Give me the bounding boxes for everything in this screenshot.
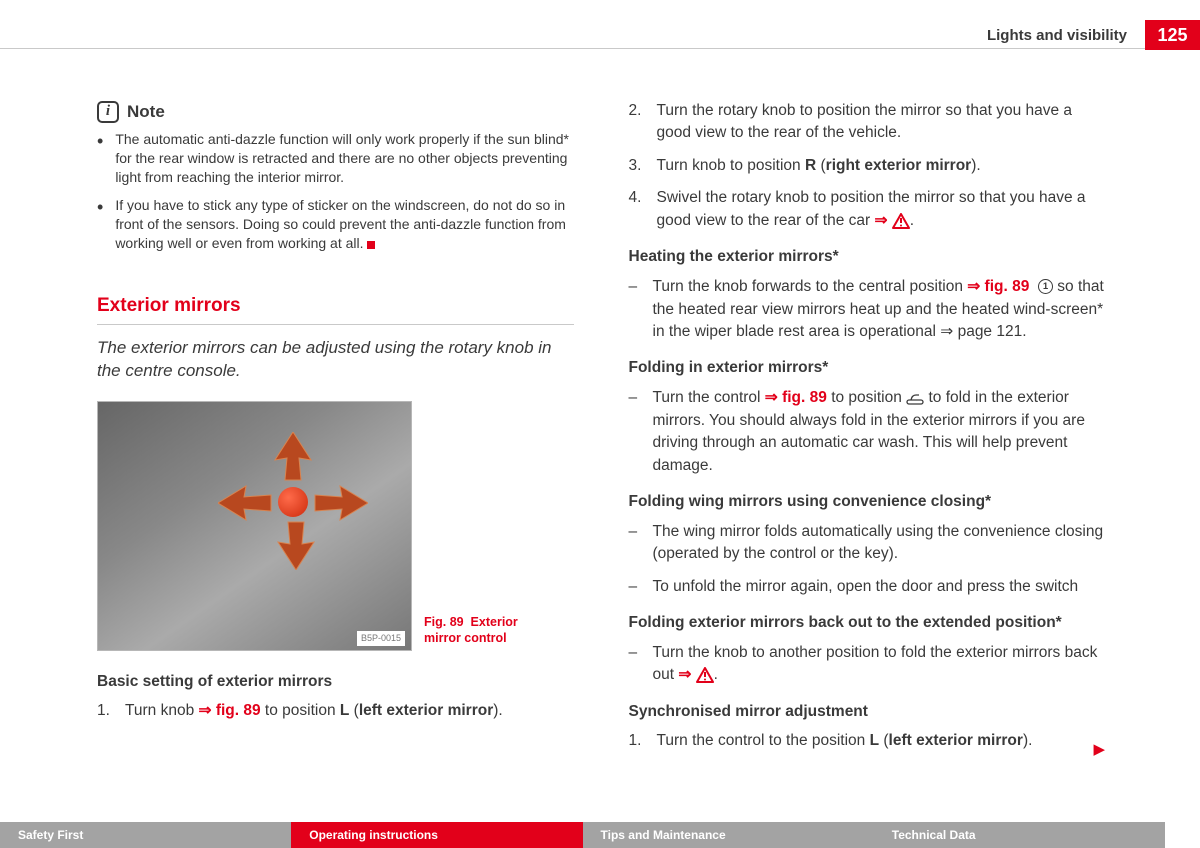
arrow-left-icon (218, 484, 273, 522)
item-number: 2. (629, 100, 645, 145)
callout-1-icon: 1 (1038, 279, 1053, 294)
mirror-fold-icon (906, 392, 924, 405)
item-text: Turn the control ⇒ fig. 89 to position t… (653, 387, 1106, 477)
continue-icon: ▶ (1093, 740, 1105, 758)
item-text: Turn the control to the position L (left… (657, 730, 1033, 752)
item-text: Turn knob ⇒ fig. 89 to position L (left … (125, 700, 503, 722)
heating-heading: Heating the exterior mirrors* (629, 246, 1106, 268)
footer-safety[interactable]: Safety First (0, 822, 291, 848)
figure-image: B5P-0015 (97, 401, 412, 651)
list-item: – Turn the knob to another position to f… (629, 642, 1106, 687)
footer-operating[interactable]: Operating instructions (291, 822, 582, 848)
item-number: 4. (629, 187, 645, 232)
dash-icon: – (629, 642, 641, 687)
footer-tech[interactable]: Technical Data (874, 822, 1165, 848)
folding-out-heading: Folding exterior mirrors back out to the… (629, 612, 1106, 634)
section-subtitle: The exterior mirrors can be adjusted usi… (97, 337, 574, 383)
page-content: i Note • The automatic anti-dazzle funct… (97, 100, 1105, 763)
note-bullet: • If you have to stick any type of stick… (97, 196, 574, 253)
item-text: To unfold the mirror again, open the doo… (653, 576, 1079, 598)
item-text: Swivel the rotary knob to position the m… (657, 187, 1106, 232)
warning-icon (892, 213, 910, 229)
right-column: 2. Turn the rotary knob to position the … (629, 100, 1106, 763)
list-item: – The wing mirror folds automatically us… (629, 521, 1106, 566)
list-item: – Turn the knob forwards to the central … (629, 276, 1106, 343)
note-text: If you have to stick any type of sticker… (115, 196, 573, 253)
dash-icon: – (629, 387, 641, 477)
item-text: The wing mirror folds automatically usin… (653, 521, 1106, 566)
bullet-icon: • (97, 198, 103, 253)
section-rule (97, 324, 574, 325)
section-title: Exterior mirrors (97, 293, 574, 320)
note-text: The automatic anti-dazzle function will … (115, 130, 573, 187)
warning-icon (696, 667, 714, 683)
figure: B5P-0015 Fig. 89 Exterior mirror control (97, 401, 574, 651)
convenience-heading: Folding wing mirrors using convenience c… (629, 491, 1106, 513)
sync-heading: Synchronised mirror adjustment (629, 701, 1106, 723)
note-bullet: • The automatic anti-dazzle function wil… (97, 130, 574, 187)
info-icon: i (97, 101, 119, 123)
arrow-down-icon (276, 520, 316, 570)
list-item: 3. Turn knob to position R (right exteri… (629, 155, 1106, 177)
note-header: i Note (97, 100, 574, 124)
left-column: i Note • The automatic anti-dazzle funct… (97, 100, 574, 763)
arrow-up-icon (273, 432, 313, 482)
dash-icon: – (629, 521, 641, 566)
footer-spacer (1165, 822, 1200, 848)
page-header: Lights and visibility 125 (987, 20, 1200, 50)
list-item: – Turn the control ⇒ fig. 89 to position… (629, 387, 1106, 477)
header-rule (0, 48, 1145, 49)
figure-id: B5P-0015 (357, 631, 405, 646)
note-label: Note (127, 100, 165, 124)
list-item: 4. Swivel the rotary knob to position th… (629, 187, 1106, 232)
item-text: Turn the knob to another position to fol… (653, 642, 1106, 687)
footer-tips[interactable]: Tips and Maintenance (583, 822, 874, 848)
item-text: Turn knob to position R (right exterior … (657, 155, 981, 177)
list-item: 1. Turn knob ⇒ fig. 89 to position L (le… (97, 700, 574, 722)
fig-ref: ⇒ fig. 89 (199, 702, 261, 719)
item-number: 1. (97, 700, 113, 722)
list-item: 2. Turn the rotary knob to position the … (629, 100, 1106, 145)
item-text: Turn the rotary knob to position the mir… (657, 100, 1106, 145)
section-name: Lights and visibility (987, 27, 1145, 44)
rotary-knob-icon (278, 487, 308, 517)
fig-ref: ⇒ fig. 89 (765, 389, 827, 406)
bullet-icon: • (97, 132, 103, 187)
item-number: 1. (629, 730, 645, 752)
footer-nav: Safety First Operating instructions Tips… (0, 822, 1200, 848)
fig-ref: ⇒ fig. 89 (967, 278, 1029, 295)
list-item: – To unfold the mirror again, open the d… (629, 576, 1106, 598)
folding-in-heading: Folding in exterior mirrors* (629, 357, 1106, 379)
dash-icon: – (629, 576, 641, 598)
item-number: 3. (629, 155, 645, 177)
basic-setting-heading: Basic setting of exterior mirrors (97, 671, 574, 693)
page-number: 125 (1145, 20, 1200, 50)
figure-caption: Fig. 89 Exterior mirror control (424, 614, 554, 647)
list-item: 1. Turn the control to the position L (l… (629, 730, 1106, 752)
dash-icon: – (629, 276, 641, 343)
item-text: Turn the knob forwards to the central po… (653, 276, 1106, 343)
end-square-icon (367, 241, 375, 249)
arrow-right-icon (313, 484, 368, 522)
